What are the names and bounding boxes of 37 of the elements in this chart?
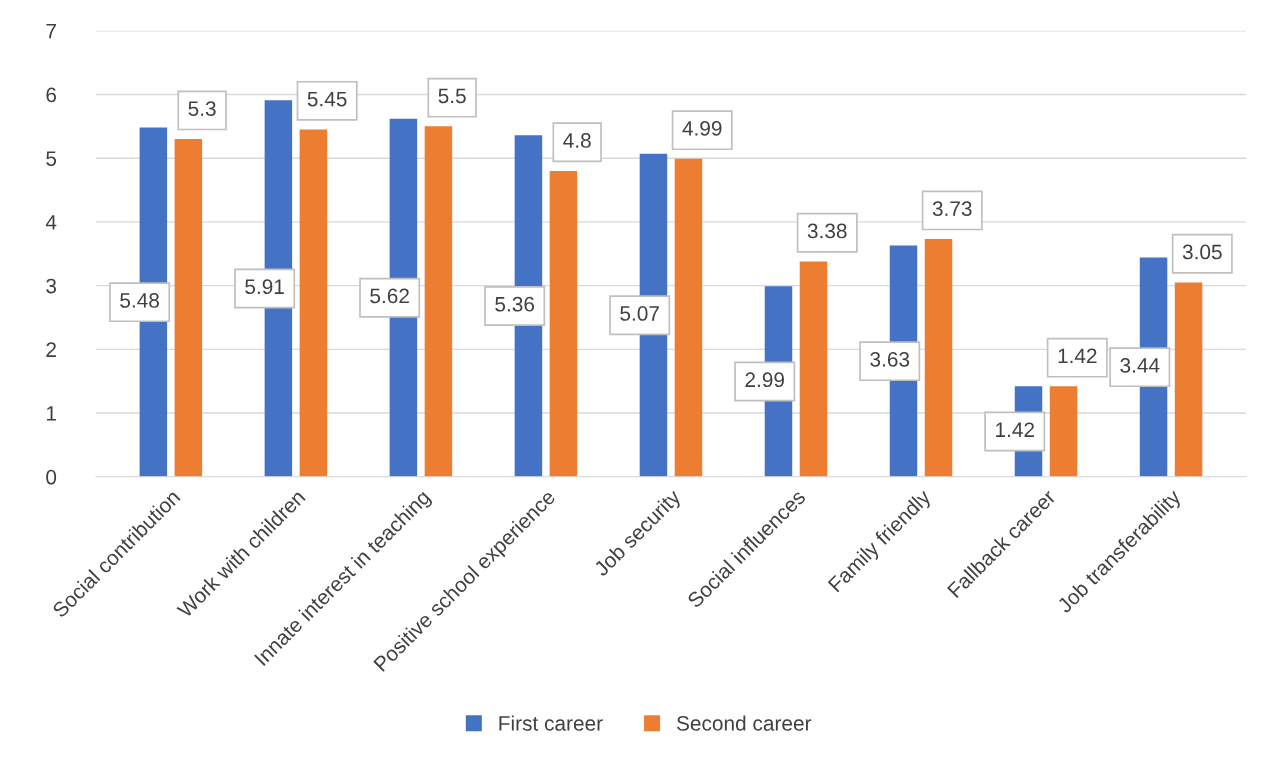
data-label: 5.62 (370, 288, 409, 304)
data-label: 5.91 (245, 279, 284, 295)
y-tick-label: 6 (46, 87, 57, 103)
bar (174, 139, 203, 477)
y-tick-label: 3 (46, 278, 57, 294)
y-tick-label: 0 (46, 469, 57, 485)
bar (1174, 282, 1203, 477)
legend-label: Second career (676, 715, 812, 731)
bar (799, 261, 828, 477)
data-label: 2.99 (745, 372, 784, 388)
bar (549, 170, 578, 477)
data-label: 1.42 (996, 422, 1034, 437)
legend-label: First career (499, 715, 603, 731)
data-label: 3.44 (1120, 358, 1160, 373)
bar (924, 239, 953, 477)
data-label: 3.38 (807, 223, 847, 239)
bar (1049, 386, 1078, 477)
data-label: 5.3 (188, 101, 216, 116)
y-tick-label: 1 (46, 406, 56, 421)
data-label: 4.8 (563, 133, 591, 148)
data-label: 5.45 (307, 91, 347, 107)
bar (674, 158, 703, 477)
data-label: 5.48 (120, 293, 159, 308)
y-tick-label: 7 (46, 23, 56, 39)
bar (299, 129, 328, 477)
bar (424, 126, 453, 477)
data-label: 1.42 (1058, 348, 1097, 364)
data-label: 3.05 (1182, 244, 1222, 260)
data-label: 5.07 (620, 306, 659, 321)
data-label: 5.5 (438, 88, 466, 104)
y-tick-label: 2 (46, 342, 56, 357)
data-label: 3.63 (870, 351, 910, 367)
y-tick-label: 5 (46, 151, 57, 166)
data-label: 4.99 (682, 121, 722, 136)
y-tick-label: 4 (45, 215, 57, 230)
data-label: 3.73 (932, 201, 972, 217)
data-label: 5.36 (495, 296, 535, 312)
